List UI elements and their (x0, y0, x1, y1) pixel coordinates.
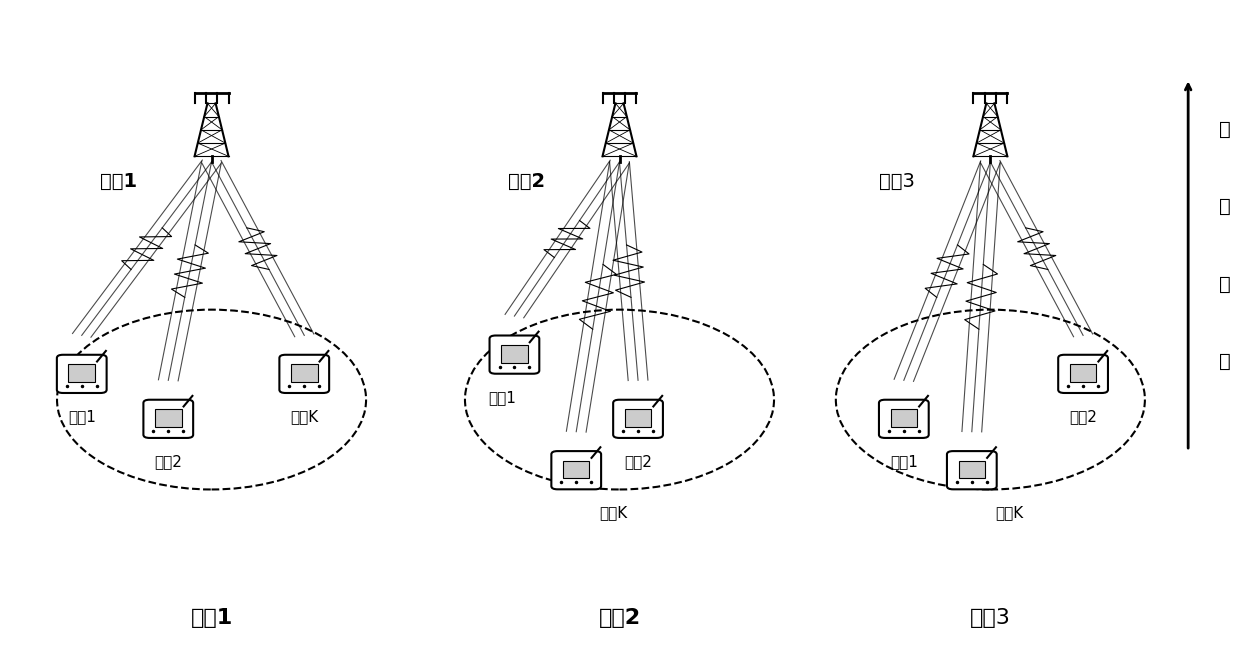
FancyBboxPatch shape (624, 410, 652, 427)
FancyBboxPatch shape (155, 410, 182, 427)
FancyBboxPatch shape (57, 355, 107, 393)
Text: 用户K: 用户K (600, 506, 627, 521)
Text: 用户2: 用户2 (624, 454, 652, 469)
FancyBboxPatch shape (68, 364, 95, 382)
Text: 用户2: 用户2 (155, 454, 182, 469)
FancyBboxPatch shape (501, 345, 528, 362)
Text: 基站2: 基站2 (508, 172, 545, 191)
Text: 用户1: 用户1 (68, 409, 95, 424)
FancyBboxPatch shape (291, 364, 317, 382)
Text: 行: 行 (1219, 197, 1232, 217)
Text: 用户K: 用户K (290, 409, 318, 424)
FancyBboxPatch shape (1058, 355, 1108, 393)
Text: 小区1: 小区1 (191, 608, 233, 628)
FancyBboxPatch shape (279, 355, 330, 393)
FancyBboxPatch shape (1069, 364, 1097, 382)
FancyBboxPatch shape (947, 451, 996, 490)
FancyBboxPatch shape (613, 400, 663, 438)
Text: 基站3: 基站3 (880, 172, 914, 191)
FancyBboxPatch shape (563, 461, 590, 478)
FancyBboxPatch shape (878, 400, 929, 438)
FancyBboxPatch shape (144, 400, 193, 438)
FancyBboxPatch shape (891, 410, 917, 427)
Text: 基站1: 基站1 (100, 172, 138, 191)
Text: 用户1: 用户1 (890, 454, 918, 469)
Text: 用户2: 用户2 (1069, 409, 1097, 424)
Text: 小区3: 小区3 (970, 608, 1011, 628)
FancyBboxPatch shape (959, 461, 985, 478)
Text: 用户K: 用户K (995, 506, 1023, 521)
FancyBboxPatch shape (551, 451, 601, 490)
Text: 小区2: 小区2 (598, 608, 641, 628)
Text: 链: 链 (1219, 275, 1232, 293)
Text: 上: 上 (1219, 121, 1232, 139)
Text: 路: 路 (1219, 352, 1232, 370)
FancyBboxPatch shape (489, 335, 539, 373)
Text: 用户1: 用户1 (488, 390, 515, 405)
